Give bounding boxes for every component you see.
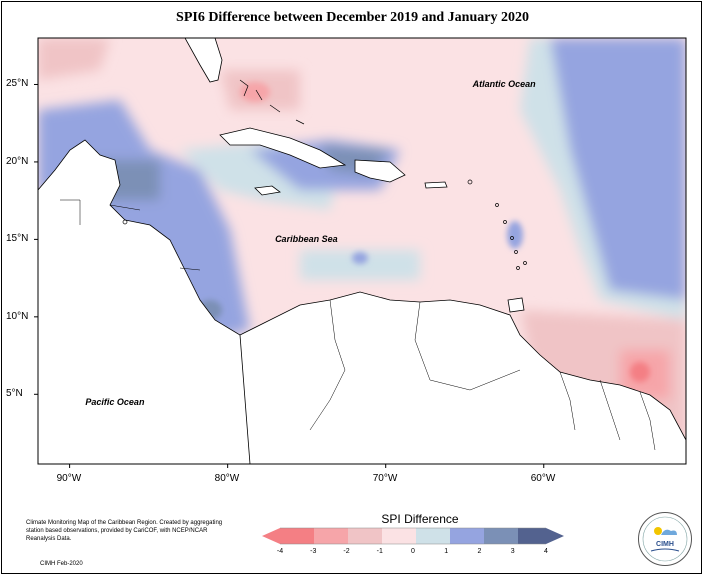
place-label: Caribbean Sea [275,234,338,245]
barbados [523,261,527,265]
legend-tick-label: -3 [310,548,317,555]
antigua [495,203,499,207]
lat-tick-label: 15°N [6,233,29,245]
guiana-red-spot [630,362,650,382]
lon-tick-label: 60°W [530,473,556,484]
legend-swatch-pos1 [450,528,484,544]
legend-tick-label: 1 [444,548,449,555]
colombia-venezuela-border [309,299,346,431]
puerto-rico [424,181,448,189]
legend-outline [280,527,546,545]
legend-arrow-right [546,528,564,544]
south-america [239,291,686,464]
legend-swatch-neg1 [382,528,416,544]
axis-ticks [34,83,545,468]
hispaniola [354,159,406,183]
atlantic-blue [550,38,686,300]
small-islands [122,79,527,270]
legend-arrow-left [262,528,280,544]
logo-icon [642,516,688,562]
legend-tick-label: 4 [544,548,548,555]
legend-tick-label: -1 [376,548,383,555]
place-label: Pacific Ocean [85,397,145,408]
cuba [219,127,347,169]
land-masses [38,38,686,464]
cimh-logo: CIMH [638,512,692,566]
bahamas-dark-pink [240,82,270,102]
florida [184,38,223,83]
trinidad [507,297,525,313]
guatemala-border [60,199,81,225]
bahamas-2 [255,89,263,101]
legend-swatch-neg3 [314,528,348,544]
legend-swatch-pos2 [484,528,518,544]
footer-description: Climate Monitoring Map of the Caribbean … [26,520,223,542]
legend-tick-label: 0 [411,548,415,555]
legend-tick-label: -4 [276,548,284,555]
lat-tick-label: 25°N [6,78,29,90]
bahamas-4 [295,119,305,125]
lat-tick-label: 20°N [6,155,29,167]
lon-tick-label: 70°W [372,473,398,484]
legend-title: SPI Difference [381,512,459,526]
martinique [510,236,514,240]
south-caribbean-blue [300,250,420,280]
map-border [37,37,687,465]
st-lucia [514,250,518,254]
lesser-antilles-blue [507,221,523,249]
bay-islands [122,219,128,225]
bahamas-3 [269,104,281,113]
spi-field [38,38,686,464]
virgin-islands [467,179,473,185]
bahamas-1 [239,79,249,97]
legend-tick-label: 3 [510,548,515,555]
map-title: SPI6 Difference between December 2019 an… [176,10,529,25]
grenada [516,266,520,270]
guyana-border [539,354,576,431]
gulf-pink [38,38,110,80]
legend-swatch-neg4 [280,528,314,544]
jamaica [254,185,281,196]
venezuela-brazil-border [414,301,521,391]
nicaragua-border [179,267,201,271]
guadeloupe [503,220,507,224]
legend-tick-label: -2 [343,548,350,555]
lon-tick-label: 80°W [214,473,240,484]
french-guiana-border [639,391,656,451]
lat-tick-label: 10°N [6,310,29,322]
suriname-border [599,379,621,441]
footer-credit: CIMH Feb-2020 [40,561,83,567]
legend-swatch-neg2 [348,528,382,544]
logo-text: CIMH [656,541,674,548]
legend-tick-label: 2 [477,548,482,555]
legend-swatch-pos0 [416,528,450,544]
place-label: Atlantic Ocean [472,79,536,90]
lon-tick-label: 90°W [56,473,82,484]
country-borders [60,199,656,451]
caribbean-blue-spot [352,252,368,264]
legend-swatch-pos3 [518,528,546,544]
lat-tick-label: 5°N [6,388,23,400]
legend-colorbar [262,527,564,545]
honduras-border [109,204,141,211]
